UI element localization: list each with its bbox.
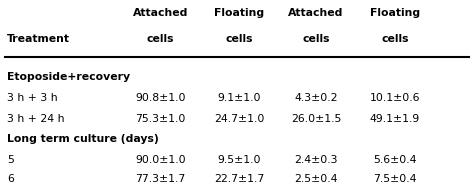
Text: Attached: Attached (288, 8, 344, 18)
Text: cells: cells (381, 34, 409, 44)
Text: 22.7±1.7: 22.7±1.7 (214, 174, 264, 184)
Text: 75.3±1.0: 75.3±1.0 (135, 113, 185, 124)
Text: 77.3±1.7: 77.3±1.7 (135, 174, 185, 184)
Text: 2.5±0.4: 2.5±0.4 (294, 174, 337, 184)
Text: 24.7±1.0: 24.7±1.0 (214, 113, 264, 124)
Text: cells: cells (302, 34, 330, 44)
Text: 6: 6 (7, 174, 14, 184)
Text: Floating: Floating (370, 8, 420, 18)
Text: 5: 5 (7, 155, 14, 165)
Text: cells: cells (226, 34, 253, 44)
Text: 9.1±1.0: 9.1±1.0 (218, 93, 261, 103)
Text: Etoposide+recovery: Etoposide+recovery (7, 72, 130, 82)
Text: cells: cells (146, 34, 174, 44)
Text: Treatment: Treatment (7, 34, 70, 44)
Text: 7.5±0.4: 7.5±0.4 (373, 174, 417, 184)
Text: 3 h + 3 h: 3 h + 3 h (7, 93, 58, 103)
Text: 10.1±0.6: 10.1±0.6 (370, 93, 420, 103)
Text: Attached: Attached (133, 8, 188, 18)
Text: 49.1±1.9: 49.1±1.9 (370, 113, 420, 124)
Text: 90.8±1.0: 90.8±1.0 (135, 93, 186, 103)
Text: 3 h + 24 h: 3 h + 24 h (7, 113, 64, 124)
Text: 2.4±0.3: 2.4±0.3 (294, 155, 337, 165)
Text: 4.3±0.2: 4.3±0.2 (294, 93, 337, 103)
Text: Floating: Floating (214, 8, 264, 18)
Text: Long term culture (days): Long term culture (days) (7, 134, 159, 144)
Text: 26.0±1.5: 26.0±1.5 (291, 113, 341, 124)
Text: 90.0±1.0: 90.0±1.0 (135, 155, 186, 165)
Text: 9.5±1.0: 9.5±1.0 (218, 155, 261, 165)
Text: 5.6±0.4: 5.6±0.4 (373, 155, 417, 165)
